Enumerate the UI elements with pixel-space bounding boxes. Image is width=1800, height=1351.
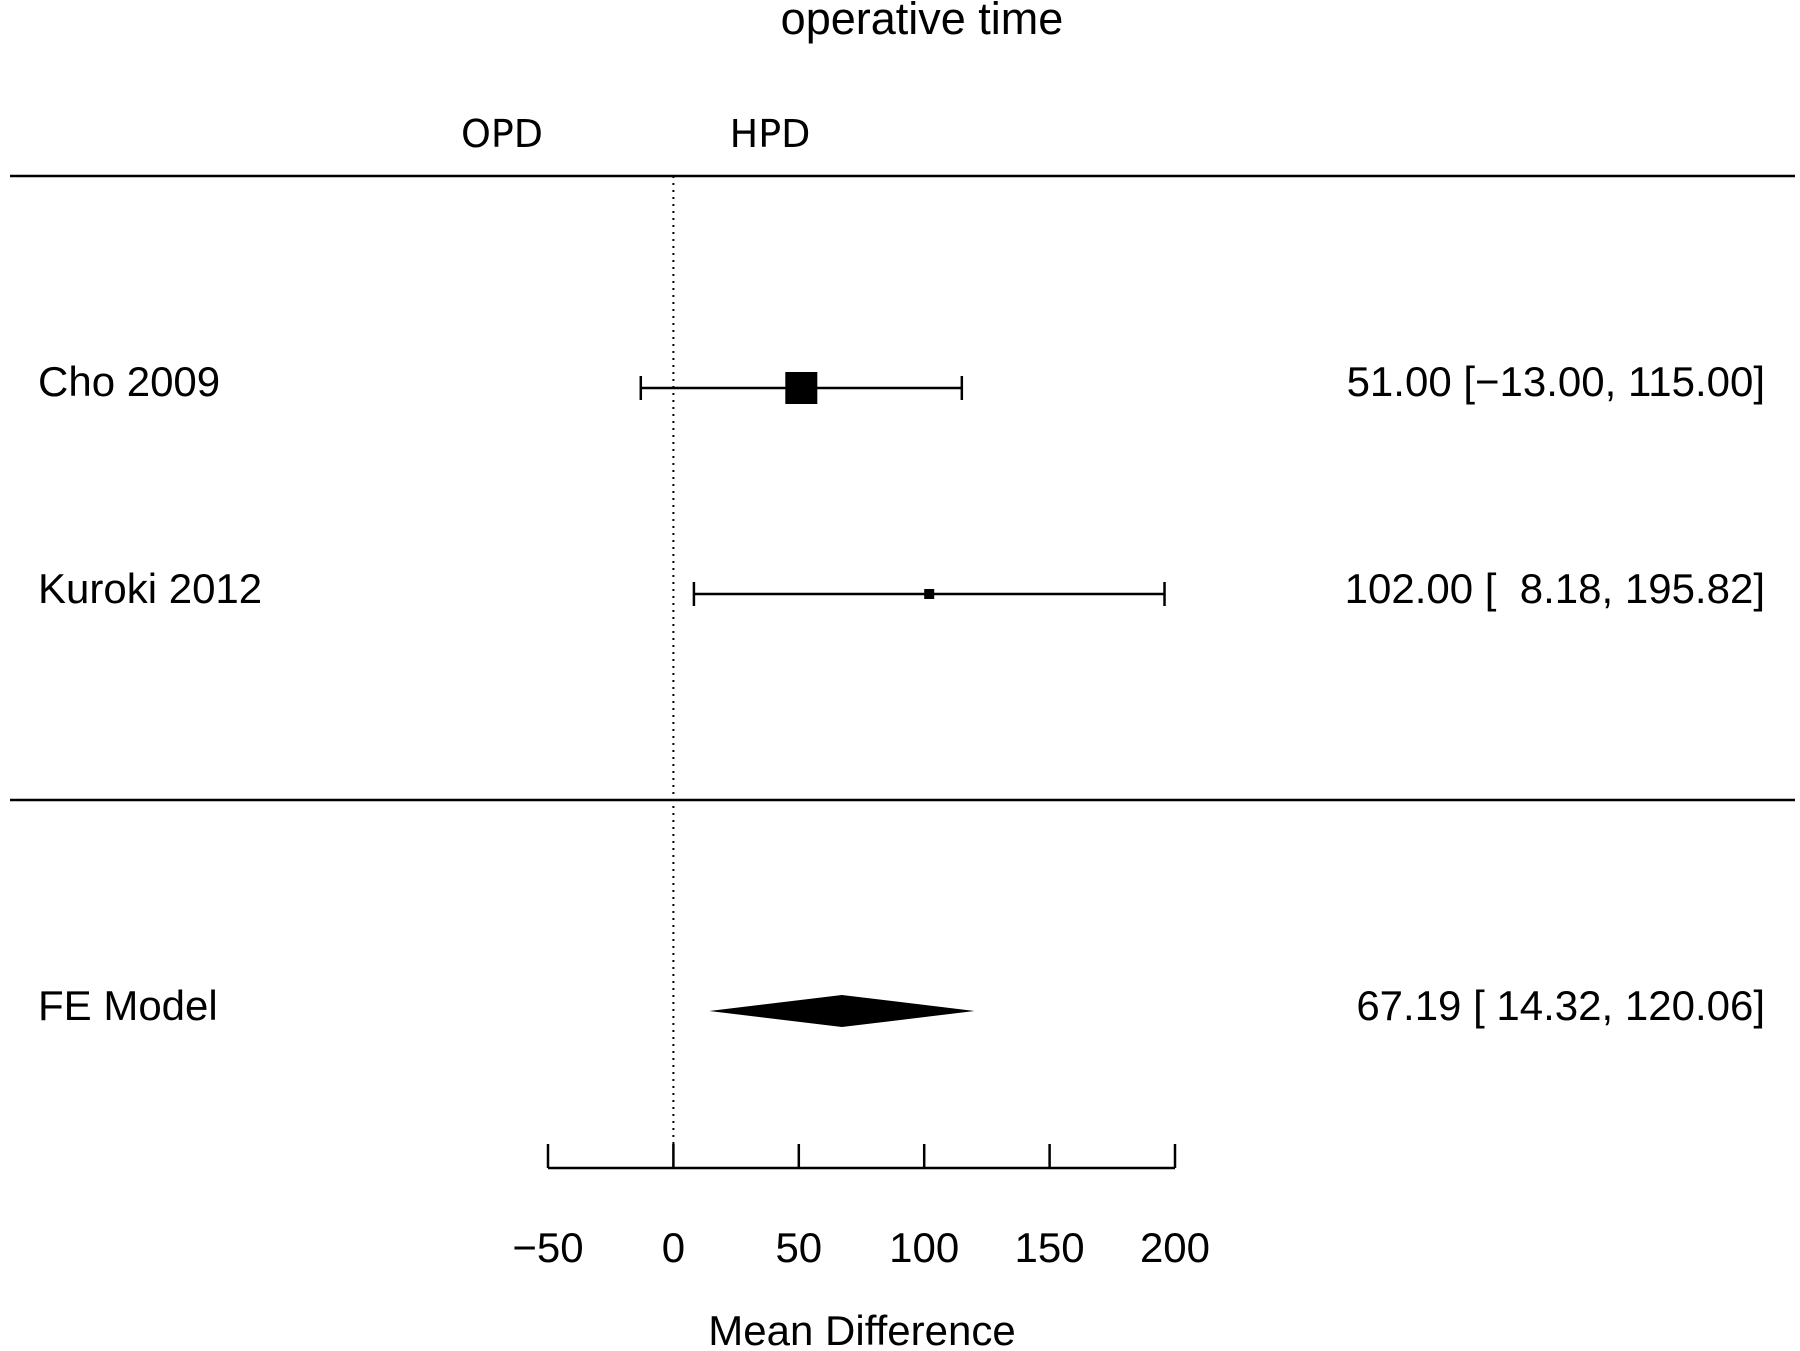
right-group-label: HPD xyxy=(730,112,811,156)
x-tick-label: 150 xyxy=(1015,1224,1085,1271)
summary-ci-text: 67.19 [ 14.32, 120.06] xyxy=(1356,982,1765,1029)
study-ci-text: 51.00 [−13.00, 115.00] xyxy=(1347,358,1765,405)
study-label: Kuroki 2012 xyxy=(38,565,262,612)
left-group-label: OPD xyxy=(461,112,543,156)
summary-row: FE Model 67.19 [ 14.32, 120.06] xyxy=(38,982,1765,1029)
x-tick-label: 0 xyxy=(662,1224,685,1271)
x-axis: −50 0 50 100 150 200 Mean Difference xyxy=(512,1144,1210,1351)
study-point-marker xyxy=(924,589,935,599)
summary-label: FE Model xyxy=(38,982,218,1029)
summary-diamond xyxy=(709,995,975,1027)
study-label: Cho 2009 xyxy=(38,358,220,405)
x-tick-label: 200 xyxy=(1140,1224,1210,1271)
x-axis-label: Mean Difference xyxy=(708,1307,1015,1351)
x-tick-label: 50 xyxy=(775,1224,822,1271)
x-tick-label: −50 xyxy=(512,1224,583,1271)
study-point-marker xyxy=(785,372,818,404)
study-row: Kuroki 2012 102.00 [ 8.18, 195.82] xyxy=(38,565,1765,612)
x-tick-label: 100 xyxy=(889,1224,959,1271)
chart-title: operative time xyxy=(781,0,1064,44)
study-ci-text: 102.00 [ 8.18, 195.82] xyxy=(1345,565,1765,612)
study-row: Cho 2009 51.00 [−13.00, 115.00] xyxy=(38,358,1765,405)
